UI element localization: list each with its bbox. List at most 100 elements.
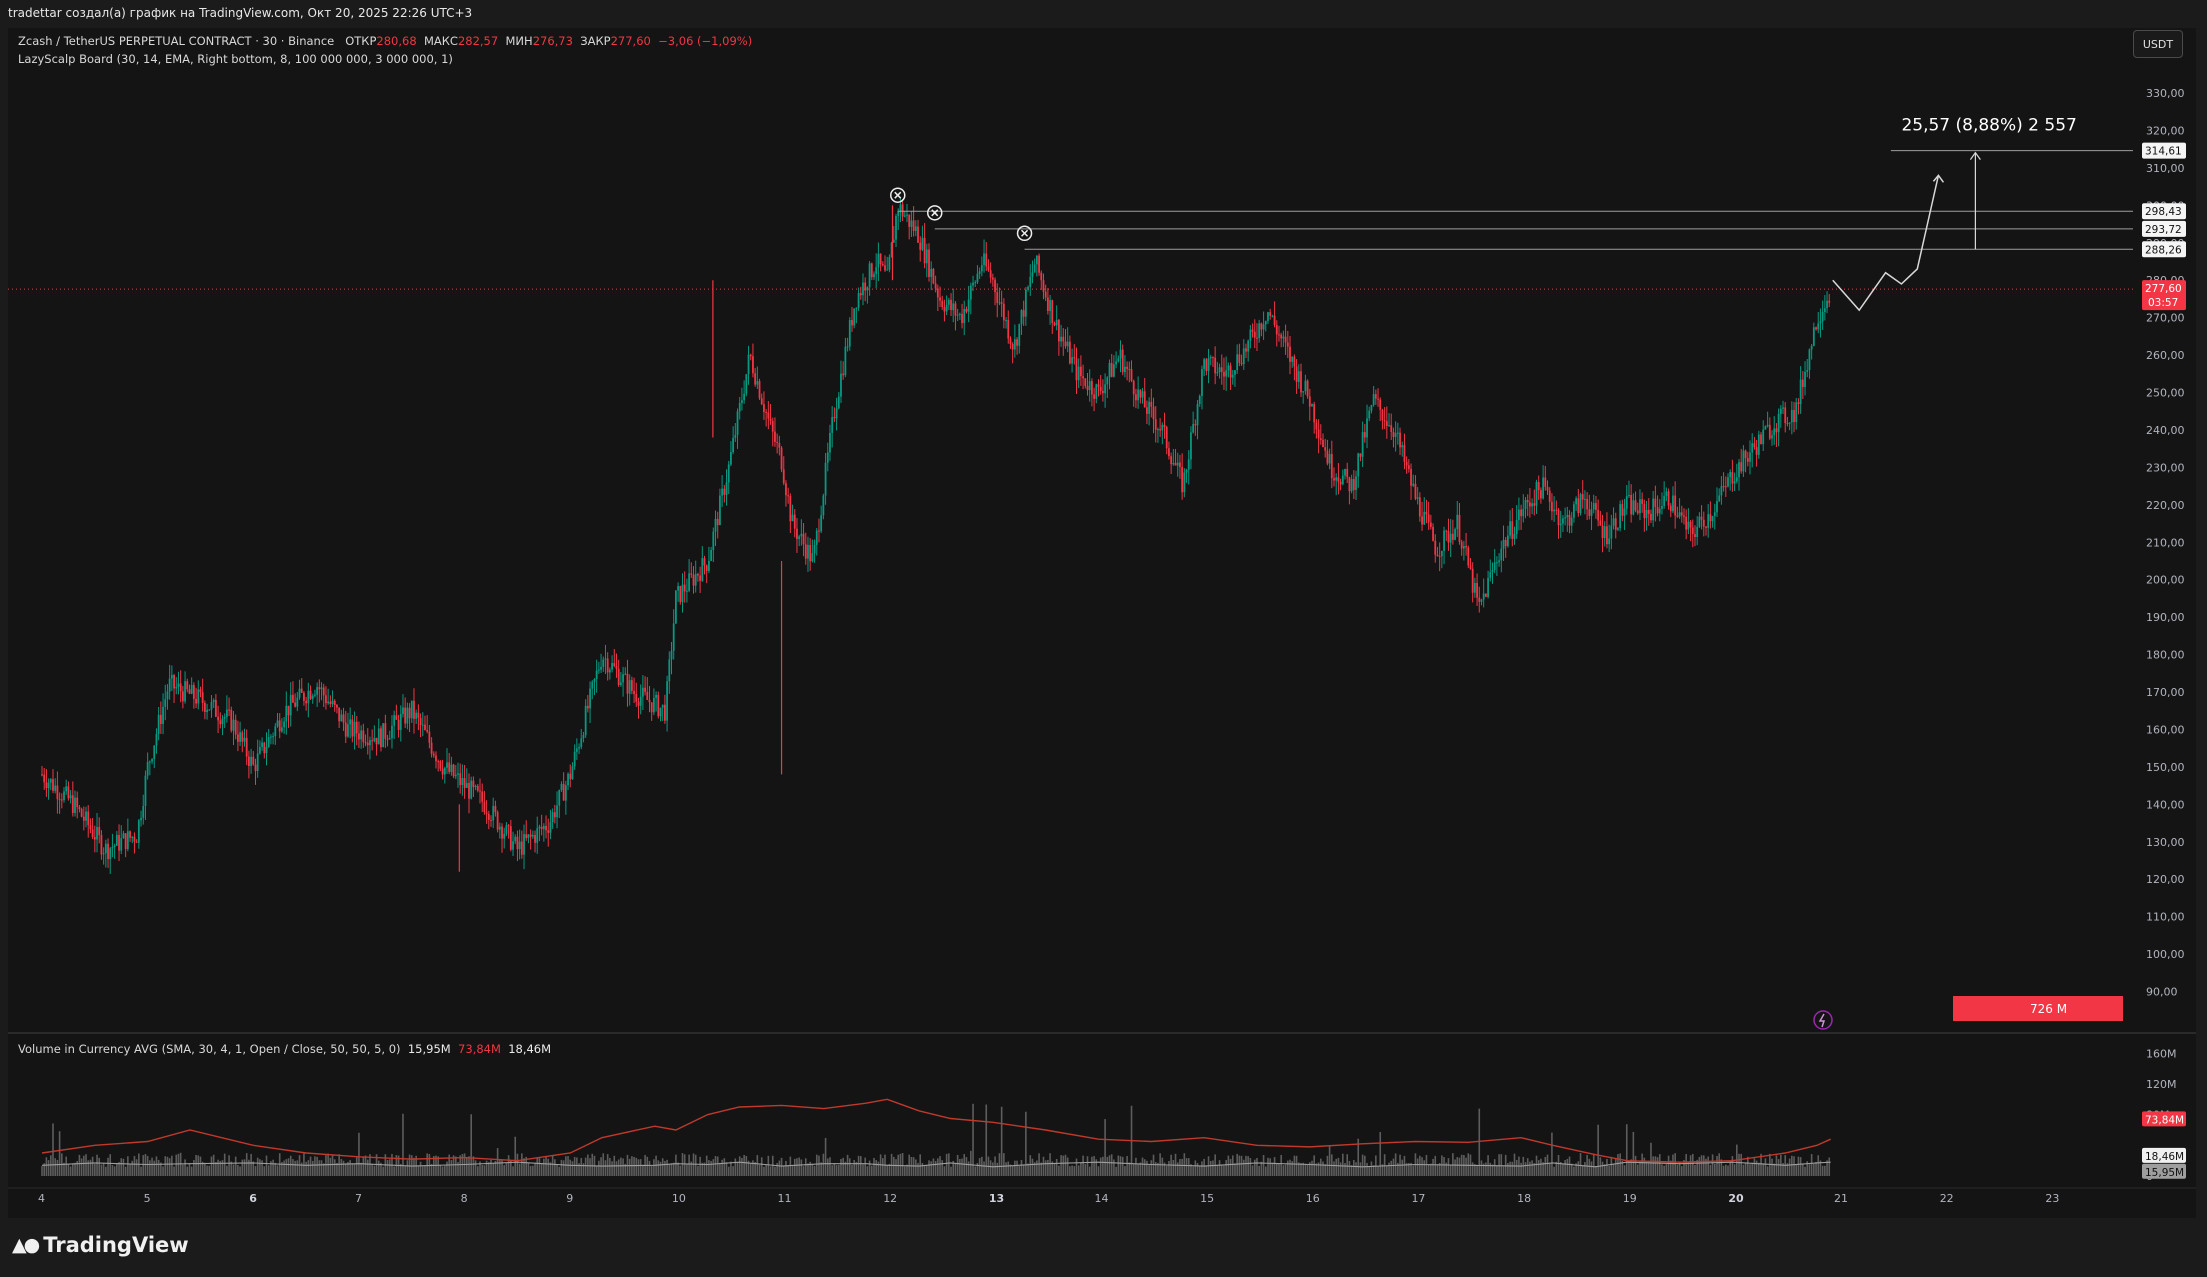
candle-body [1779,408,1782,414]
candle-body [1280,334,1283,339]
high-marker-icon[interactable] [1016,225,1033,242]
candle-body [1377,398,1379,400]
candle-body [855,307,858,309]
indicator-legend[interactable]: LazyScalp Board (30, 14, EMA, Right bott… [18,52,453,66]
candle-body [932,268,935,284]
volume-bar [1302,1162,1304,1176]
volume-bar [543,1158,545,1176]
volume-bar [932,1158,935,1176]
candle-body [1603,526,1606,539]
candle-body [1713,512,1716,517]
volume-bar [177,1153,180,1176]
candle-body [1267,312,1269,322]
volume-bar [1557,1155,1560,1176]
volume-bar [217,1159,219,1176]
candle-body [818,530,820,532]
candle-body [989,270,992,278]
volume-bar [1546,1154,1549,1176]
candle-body [243,737,246,742]
volume-bar [1722,1165,1725,1176]
tradingview-logo[interactable]: ▲● TradingView [12,1233,189,1257]
candle-body [501,826,503,839]
symbol-label[interactable]: Zcash / TetherUS PERPETUAL CONTRACT · 30… [18,34,335,48]
close-label: ЗАКР [580,34,611,48]
candle-body [1082,376,1084,379]
volume-bar [76,1161,79,1176]
candle-body [1005,320,1007,322]
candle-body [1436,554,1439,557]
candle-body [1311,404,1313,407]
volume-bar [1029,1155,1032,1176]
volume-bar [1423,1160,1426,1176]
volume-bar [1606,1158,1608,1176]
volume-bar [1185,1158,1188,1176]
candle-body [1784,407,1787,423]
volume-bar [1467,1153,1470,1176]
volume-bar [1584,1162,1586,1176]
price-chart[interactable]: 90,00100,00110,00120,00130,00140,00150,0… [8,28,2196,1218]
volume-bar [1740,1153,1743,1176]
volume-bar [320,1160,323,1176]
projection-path[interactable] [1832,175,1940,312]
volume-bar [443,1165,446,1176]
candle-body [406,707,409,724]
volume-bar [168,1158,171,1176]
volume-bar [774,1166,776,1176]
volume-bar [1614,1158,1617,1176]
candle-body [1396,432,1399,434]
candle-body [131,836,134,838]
candle-body [767,412,770,419]
candle-body [558,790,561,806]
candle-body [1275,325,1278,335]
candle-body [1427,514,1430,523]
volume-bar [741,1157,743,1176]
candle-body [1551,501,1553,512]
volume-bar [184,1159,186,1176]
volume-bar [1478,1108,1481,1176]
volume-bar [109,1154,112,1176]
volume-bar [362,1157,365,1176]
candle-body [470,780,473,799]
volume-bar [1482,1163,1485,1176]
volume-bar [1027,1163,1029,1176]
candle-body [1801,379,1804,387]
candle-body [135,841,138,843]
candle-body [584,705,587,736]
candle-body [943,307,946,312]
volume-bar [846,1154,849,1176]
high-marker-icon[interactable] [926,205,943,221]
candle-body [60,799,63,801]
volume-bar [734,1158,737,1176]
volume-bar [840,1159,842,1176]
volume-bar [1229,1158,1232,1176]
candle-body [424,724,426,730]
candle-body [245,737,248,757]
candle-body [179,683,182,692]
change-value: −3,06 (−1,09%) [658,34,753,48]
level-price-tag [2142,241,2186,258]
volume-bar [1766,1166,1769,1176]
candle-body [496,812,499,830]
candle-body [208,709,211,711]
volume-bar [824,1137,827,1176]
volume-bar [769,1166,772,1176]
candle-body [358,733,360,740]
candle-body [1106,377,1109,385]
flash-icon[interactable] [1813,1010,1833,1030]
volume-bar [536,1158,539,1176]
volume-bar [1438,1163,1441,1176]
volume-bar [294,1160,296,1176]
volume-bar [1350,1165,1353,1176]
volume-bar [1251,1165,1254,1176]
currency-button[interactable]: USDT [2133,30,2183,58]
price-tick-label: 200,00 [2146,574,2185,587]
candle-body [758,381,761,399]
candle-body [807,544,809,559]
brand-name: TradingView [43,1233,189,1257]
candle-body [809,544,812,562]
volume-title[interactable]: Volume in Currency AVG (SMA, 30, 4, 1, O… [18,1042,401,1056]
high-marker-icon[interactable] [890,187,906,203]
volume-avg-line[interactable] [41,1098,1831,1163]
volume-bar [948,1153,950,1176]
volume-bar [809,1161,811,1176]
